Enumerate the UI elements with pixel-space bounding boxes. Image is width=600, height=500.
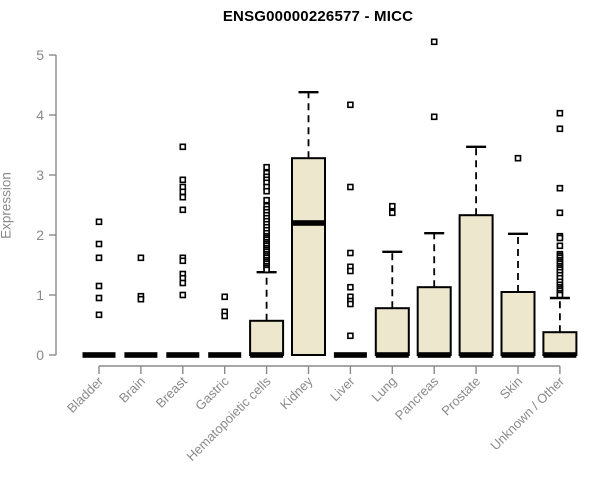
median-line bbox=[459, 352, 493, 358]
median-line bbox=[543, 352, 577, 358]
median-line bbox=[417, 352, 451, 358]
outlier-point bbox=[347, 249, 354, 257]
category-label: Unknown / Other bbox=[487, 373, 567, 453]
box bbox=[374, 307, 410, 357]
outlier-point bbox=[179, 257, 187, 265]
outlier-point bbox=[179, 176, 187, 184]
outlier-point bbox=[179, 143, 187, 151]
outlier-point bbox=[430, 38, 438, 46]
outlier-point bbox=[388, 202, 396, 210]
category-label: Bladder bbox=[64, 373, 107, 416]
median-line bbox=[250, 352, 284, 358]
outlier-point bbox=[179, 188, 187, 196]
category-label: Kidney bbox=[277, 373, 316, 412]
outlier-point bbox=[179, 193, 187, 201]
outlier-point bbox=[556, 209, 564, 217]
box bbox=[500, 291, 536, 356]
category-label: Pancreas bbox=[392, 373, 442, 423]
outlier-point bbox=[221, 312, 228, 320]
y-tick-label: 0 bbox=[36, 347, 44, 363]
outlier-point bbox=[263, 266, 270, 274]
outlier-point bbox=[95, 240, 103, 248]
outlier-point bbox=[347, 267, 354, 275]
outlier-point bbox=[95, 282, 103, 290]
outlier-point bbox=[263, 187, 270, 195]
outlier-point bbox=[556, 291, 564, 299]
median-line bbox=[82, 352, 116, 358]
outlier-point bbox=[179, 279, 187, 287]
outlier-point bbox=[556, 234, 564, 242]
category-label: Skin bbox=[497, 374, 525, 402]
category-label: Breast bbox=[153, 373, 190, 410]
box bbox=[542, 331, 578, 357]
outlier-point bbox=[388, 209, 396, 217]
y-tick-label: 5 bbox=[36, 47, 44, 63]
outlier-point bbox=[95, 294, 103, 302]
outlier-point bbox=[347, 332, 354, 340]
category-label: Lung bbox=[368, 374, 399, 405]
outlier-point bbox=[514, 154, 522, 162]
box bbox=[458, 214, 494, 356]
median-line bbox=[333, 352, 367, 358]
y-tick-label: 2 bbox=[36, 227, 44, 243]
outlier-point bbox=[137, 295, 145, 303]
outlier-point bbox=[221, 293, 228, 301]
outlier-point bbox=[556, 184, 564, 192]
category-label: Brain bbox=[116, 374, 148, 406]
outlier-point bbox=[179, 206, 187, 214]
y-tick-label: 3 bbox=[36, 167, 44, 183]
median-line bbox=[501, 352, 535, 358]
box bbox=[416, 286, 452, 357]
median-line bbox=[166, 352, 200, 358]
box bbox=[249, 319, 285, 356]
outlier-point bbox=[179, 291, 187, 299]
outlier-point bbox=[556, 242, 564, 250]
y-tick-label: 1 bbox=[36, 287, 44, 303]
outlier-point bbox=[556, 109, 564, 117]
category-label: Liver bbox=[327, 373, 358, 404]
outlier-point bbox=[556, 125, 564, 133]
median-line bbox=[292, 220, 325, 226]
box bbox=[291, 157, 326, 356]
median-line bbox=[375, 352, 409, 358]
outlier-point bbox=[430, 113, 438, 121]
category-label: Prostate bbox=[438, 374, 483, 419]
y-tick-label: 4 bbox=[36, 107, 44, 123]
median-line bbox=[124, 352, 158, 358]
outlier-point bbox=[347, 101, 354, 109]
outlier-point bbox=[347, 283, 354, 291]
outlier-point bbox=[95, 254, 103, 262]
outlier-point bbox=[95, 311, 103, 319]
outlier-point bbox=[95, 218, 103, 226]
outlier-point bbox=[137, 254, 145, 262]
outlier-point bbox=[263, 196, 270, 204]
median-line bbox=[208, 352, 242, 358]
outlier-point bbox=[347, 183, 354, 191]
outlier-point bbox=[347, 300, 354, 308]
chart-title: ENSG00000226577 - MICC bbox=[222, 8, 414, 25]
category-label: Gastric bbox=[192, 373, 232, 413]
outlier-point bbox=[263, 163, 270, 171]
